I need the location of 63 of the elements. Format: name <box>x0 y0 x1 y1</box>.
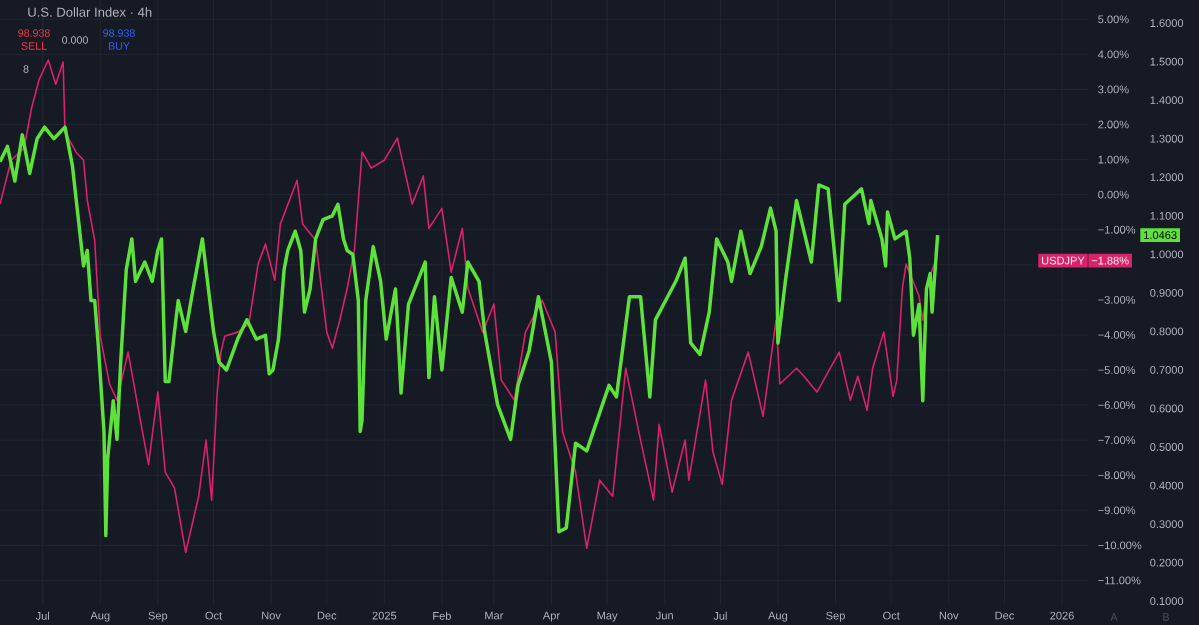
x-tick-label: Aug <box>768 611 788 622</box>
annotation: SELL <box>21 42 47 50</box>
x-tick-label: Dec <box>317 611 337 620</box>
y2-tick-label: 0.1000 <box>1150 597 1184 606</box>
x-tick-label: Feb <box>433 611 451 620</box>
y2-tick-label: 0.8000 <box>1150 327 1184 336</box>
y-tick-label: −3.00% <box>1098 295 1136 304</box>
x-tick-label: Jun <box>655 611 673 620</box>
x-tick-label: Dec <box>995 611 1015 620</box>
y2-tick-label: 1.3000 <box>1150 134 1184 143</box>
y-tick-label: −9.00% <box>1098 506 1136 515</box>
annotation: 0.000 <box>62 36 88 44</box>
x-tick-label: Sep <box>148 611 168 622</box>
annotation: 98.938 <box>103 29 135 37</box>
chart-title: U.S. Dollar Index · 4h <box>28 7 152 17</box>
annotation: BUY <box>108 42 130 50</box>
x-tick-label: Oct <box>205 611 223 620</box>
y-tick-label: 1.00% <box>1098 155 1129 164</box>
y2-tick-label: 1.1000 <box>1150 211 1184 220</box>
x-tick-label: Mar <box>485 611 504 620</box>
x-tick-label: Jul <box>35 611 50 620</box>
x-tick-label: Sep <box>826 611 845 622</box>
x-tick-label: Aug <box>90 611 110 622</box>
y-tick-label: 5.00% <box>1098 15 1129 24</box>
y-tick-label: −4.00% <box>1098 331 1136 339</box>
y-tick-label: −10.00% <box>1098 541 1142 550</box>
x-tick-label: 2026 <box>1050 611 1074 620</box>
text: −1.88% <box>1091 256 1129 265</box>
x-tick-label: Nov <box>939 611 959 620</box>
y2-tick-label: 1.6000 <box>1150 19 1184 28</box>
legend-label: USDJPY <box>1042 256 1085 265</box>
line-series <box>0 59 937 554</box>
y2-tick-label: 0.9000 <box>1150 288 1184 297</box>
y2-tick-label: 0.4000 <box>1150 481 1184 490</box>
x-tick-label: 2025 <box>372 611 397 620</box>
y-tick-label: 0.00% <box>1098 190 1129 199</box>
y2-tick-label: 1.4000 <box>1150 96 1184 105</box>
y2-tick-label: 1.0000 <box>1150 250 1184 259</box>
y2-tick-label: 0.5000 <box>1150 443 1184 451</box>
y2-tick-label: 1.5000 <box>1150 57 1184 66</box>
y-tick-label: 4.00% <box>1097 50 1129 59</box>
y2-tick-label: 0.7000 <box>1150 366 1184 374</box>
x-tick-label: Apr <box>542 611 560 622</box>
text: 1.0463 <box>1144 231 1177 239</box>
y-tick-label: −5.00% <box>1098 366 1136 374</box>
y-tick-label: −1.00% <box>1098 225 1136 234</box>
y2-tick-label: 0.2000 <box>1150 558 1184 567</box>
x-tick-label: Jul <box>713 611 727 620</box>
y-tick-label: −7.00% <box>1098 436 1136 445</box>
annotation: 8 <box>23 65 29 73</box>
y-tick-label: −6.00% <box>1098 401 1136 409</box>
x-tick-label: Oct <box>883 611 900 620</box>
y2-tick-label: 0.3000 <box>1150 520 1184 528</box>
annotation: 98.938 <box>18 29 50 37</box>
x-tick-label: Nov <box>262 611 281 620</box>
y-tick-label: −11.00% <box>1098 576 1141 585</box>
y-tick-label: 3.00% <box>1098 85 1129 94</box>
y-tick-label: −8.00% <box>1098 471 1136 480</box>
line-series <box>0 125 940 538</box>
y2-tick-label: 1.2000 <box>1150 173 1184 182</box>
x-tick-label: May <box>597 611 618 622</box>
y2-tick-label: 0.6000 <box>1150 404 1184 413</box>
y-tick-label: 2.00% <box>1098 120 1129 129</box>
